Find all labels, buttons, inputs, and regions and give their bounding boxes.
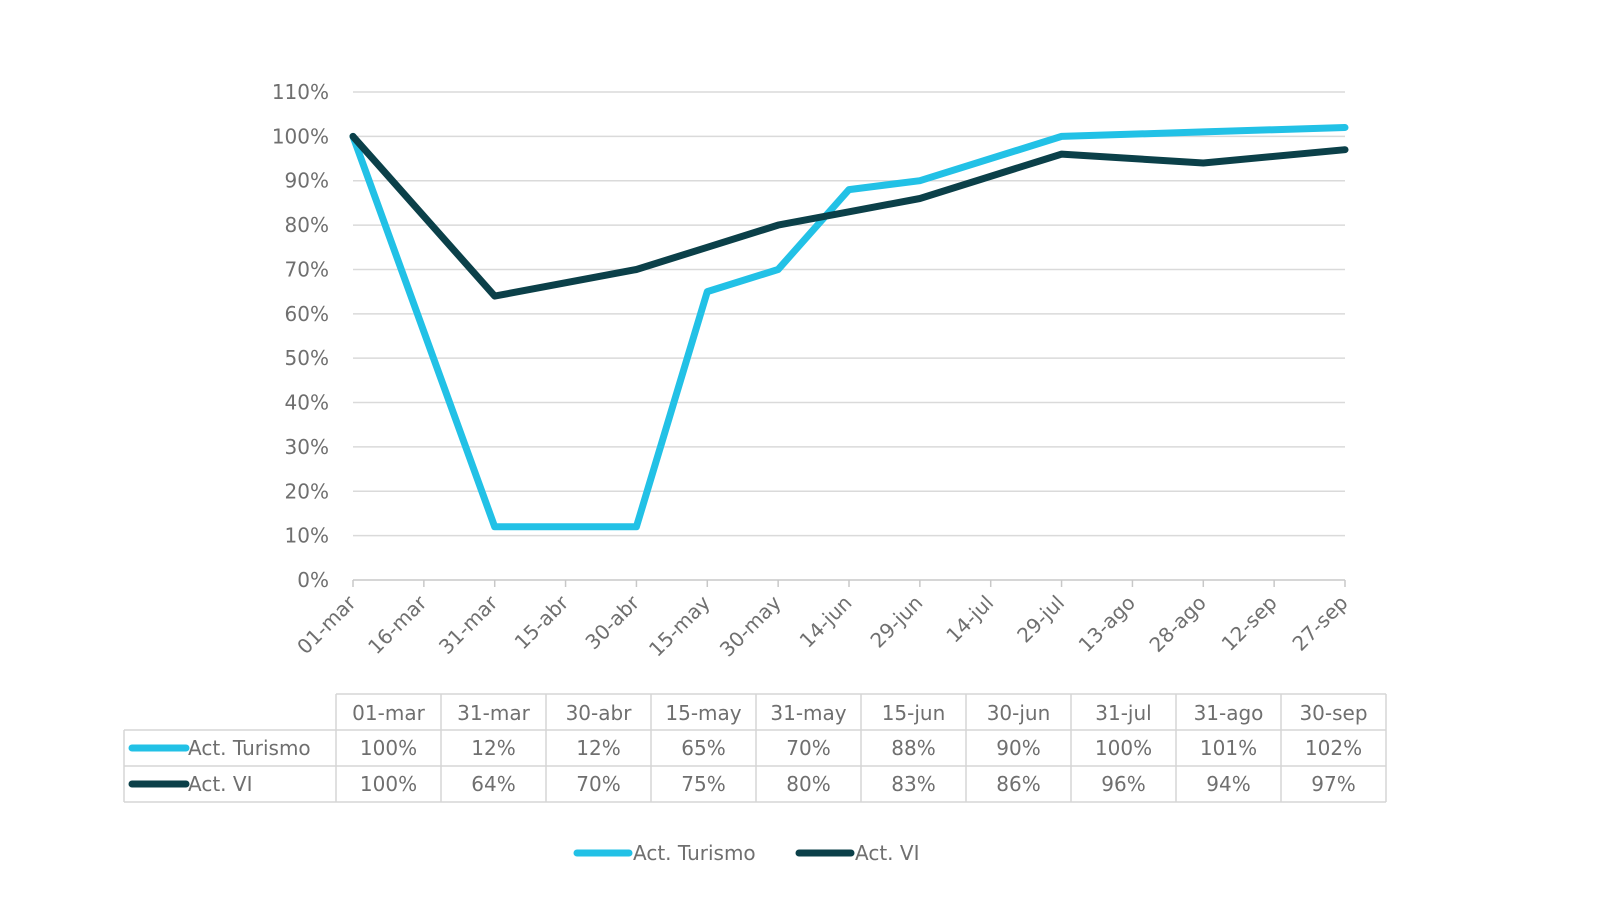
legend-label: Act. VI xyxy=(855,841,919,865)
table-cell: 86% xyxy=(996,772,1040,796)
series-line xyxy=(349,132,1349,300)
x-tick-label: 16-mar xyxy=(363,590,432,659)
x-tick-label: 30-may xyxy=(715,590,786,661)
table-cell: 100% xyxy=(1095,736,1152,760)
table-cell: 70% xyxy=(786,736,830,760)
table-header-cell: 31-mar xyxy=(457,701,530,725)
table-header-cell: 30-sep xyxy=(1299,701,1367,725)
table-header-cell: 31-may xyxy=(770,701,846,725)
table-header-cell: 31-jul xyxy=(1095,701,1151,725)
x-tick-label: 29-jul xyxy=(1012,591,1069,648)
table-cell: 90% xyxy=(996,736,1040,760)
x-tick-label: 14-jun xyxy=(795,591,857,653)
x-tick-label: 15-may xyxy=(644,590,715,661)
x-tick-label: 13-ago xyxy=(1074,591,1140,657)
y-tick-label: 10% xyxy=(285,524,329,548)
table-header-cell: 15-may xyxy=(665,701,741,725)
table-cell: 12% xyxy=(576,736,620,760)
x-tick-label: 14-jul xyxy=(941,591,998,648)
y-tick-label: 70% xyxy=(285,257,329,281)
y-tick-label: 110% xyxy=(272,80,329,104)
table-header-cell: 30-abr xyxy=(566,701,633,725)
x-axis: 01-mar 16-mar 31-mar 15-abr 30-abr 15-may 30-m… xyxy=(292,580,1353,661)
legend: Act. Turismo Act. VI xyxy=(573,841,919,865)
table-cell: 100% xyxy=(360,736,417,760)
y-tick-label: 50% xyxy=(285,346,329,370)
y-tick-label: 80% xyxy=(285,213,329,237)
table-cell: 97% xyxy=(1311,772,1355,796)
series-line xyxy=(349,124,1349,531)
table-cell: 101% xyxy=(1200,736,1257,760)
table-cell: 83% xyxy=(891,772,935,796)
x-tick-label: 27-sep xyxy=(1287,591,1352,656)
table-cell: 80% xyxy=(786,772,830,796)
table-cell: 96% xyxy=(1101,772,1145,796)
data-table: 01-mar 31-mar 30-abr 15-may 31-may 15-jun 30-j… xyxy=(123,693,1387,803)
y-tick-label: 100% xyxy=(272,124,329,148)
table-header-cell: 31-ago xyxy=(1194,701,1264,725)
table-cell: 94% xyxy=(1206,772,1250,796)
x-tick-label: 30-abr xyxy=(580,590,644,654)
y-tick-label: 60% xyxy=(285,302,329,326)
table-header-cell: 01-mar xyxy=(352,701,425,725)
y-tick-label: 30% xyxy=(285,435,329,459)
table-row-label: Act. VI xyxy=(188,772,252,796)
x-tick-label: 29-jun xyxy=(865,591,927,653)
table-cell: 70% xyxy=(576,772,620,796)
table-cell: 12% xyxy=(471,736,515,760)
table-header-cell: 15-jun xyxy=(882,701,946,725)
x-tick-label: 28-ago xyxy=(1144,591,1210,657)
y-tick-label: 0% xyxy=(297,568,329,592)
table-cell: 102% xyxy=(1305,736,1362,760)
x-tick-label: 31-mar xyxy=(434,590,503,659)
series-lines xyxy=(349,124,1349,531)
x-tick-label: 12-sep xyxy=(1217,591,1282,656)
x-tick-label: 15-abr xyxy=(510,590,574,654)
x-tick-label: 01-mar xyxy=(292,590,361,659)
y-axis: 0% 10% 20% 30% 40% 50% 60% 70% 80% 90% 100% 110% xyxy=(272,80,329,592)
table-row-label: Act. Turismo xyxy=(188,736,311,760)
y-tick-label: 90% xyxy=(285,169,329,193)
table-cell: 88% xyxy=(891,736,935,760)
y-tick-label: 20% xyxy=(285,479,329,503)
table-header-cell: 30-jun xyxy=(987,701,1051,725)
table-cell: 100% xyxy=(360,772,417,796)
table-cell: 75% xyxy=(681,772,725,796)
gridlines xyxy=(353,91,1345,581)
table-cell: 64% xyxy=(471,772,515,796)
table-cell: 65% xyxy=(681,736,725,760)
legend-label: Act. Turismo xyxy=(633,841,756,865)
y-tick-label: 40% xyxy=(285,391,329,415)
